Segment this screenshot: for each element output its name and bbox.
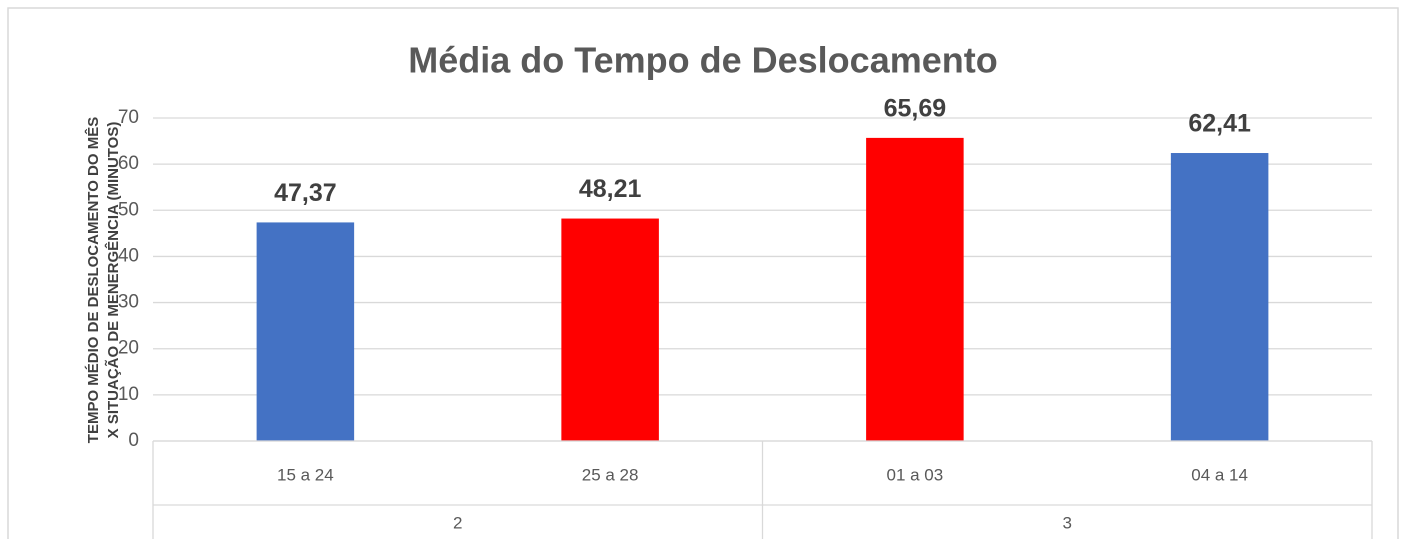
bar bbox=[256, 222, 355, 441]
group-label: 2 bbox=[453, 513, 462, 532]
group-label: 3 bbox=[1063, 513, 1072, 532]
x-tick-label: 04 a 14 bbox=[1191, 465, 1248, 484]
y-tick-label: 50 bbox=[118, 199, 139, 220]
y-axis-label: X SITUAÇÃO DE MENERGÊNCIA (MINUTOS) bbox=[104, 122, 122, 439]
data-label: 48,21 bbox=[579, 175, 642, 203]
y-tick-label: 30 bbox=[118, 292, 139, 313]
x-tick-label: 01 a 03 bbox=[887, 465, 944, 484]
bar bbox=[561, 218, 659, 441]
y-tick-label: 10 bbox=[118, 384, 139, 405]
x-tick-label: 15 a 24 bbox=[277, 465, 334, 484]
y-axis-label: TEMPO MÉDIO DE DESLOCAMENTO DO MÊS bbox=[84, 117, 102, 443]
y-tick-label: 60 bbox=[118, 153, 139, 174]
y-tick-label: 20 bbox=[118, 338, 139, 359]
y-tick-label: 0 bbox=[128, 430, 139, 451]
chart-title: Média do Tempo de Deslocamento bbox=[408, 40, 997, 81]
data-label: 47,37 bbox=[274, 179, 337, 207]
x-tick-label: 25 a 28 bbox=[582, 465, 639, 484]
chart-border bbox=[7, 7, 1399, 539]
bar bbox=[866, 137, 964, 441]
data-label: 62,41 bbox=[1188, 110, 1251, 138]
y-tick-label: 40 bbox=[118, 245, 139, 266]
data-label: 65,69 bbox=[884, 94, 947, 122]
bar bbox=[1170, 153, 1269, 441]
y-tick-label: 70 bbox=[118, 107, 139, 128]
